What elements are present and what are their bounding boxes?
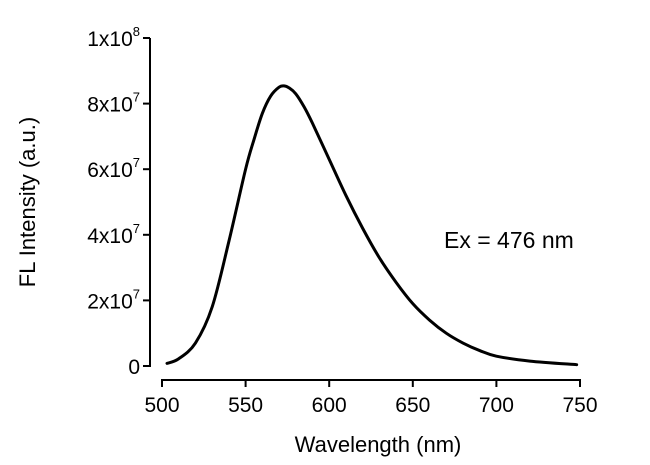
y-tick-mantissa: 6x10 [87, 159, 133, 182]
y-tick-label: 2x107 [87, 286, 140, 313]
y-tick-label: 6x107 [87, 155, 140, 182]
y-tick-label: 0 [128, 356, 140, 379]
y-tick-exponent: 7 [133, 155, 140, 170]
y-tick-mantissa: 4x10 [87, 225, 133, 248]
y-tick-label: 8x107 [87, 90, 140, 117]
x-tick-label: 600 [312, 394, 347, 417]
y-tick-mantissa: 8x10 [87, 94, 133, 117]
y-tick-mantissa: 2x10 [87, 290, 133, 313]
y-axis-title: FL Intensity (a.u.) [15, 117, 40, 287]
x-tick-label: 750 [562, 394, 597, 417]
x-axis-title: Wavelength (nm) [295, 432, 462, 457]
x-tick-label: 550 [228, 394, 263, 417]
y-tick-exponent: 8 [133, 24, 140, 39]
plot-area [165, 84, 579, 367]
excitation-annotation: Ex = 476 nm [444, 227, 574, 253]
y-tick-label: 4x107 [87, 221, 140, 248]
y-tick-mantissa: 0 [128, 356, 140, 379]
y-tick-exponent: 7 [133, 286, 140, 301]
y-tick-label: 1x108 [87, 24, 140, 51]
y-tick-exponent: 7 [133, 221, 140, 236]
y-tick-exponent: 7 [133, 90, 140, 105]
x-tick-label: 700 [479, 394, 514, 417]
y-tick-mantissa: 1x10 [87, 28, 133, 51]
x-tick-label: 650 [395, 394, 430, 417]
emission-spectrum-line [165, 84, 579, 367]
axes: 500 550 600 650 700 75002x1074x1076x1078x1071… [87, 24, 597, 417]
x-tick-label: 500 [144, 394, 179, 417]
